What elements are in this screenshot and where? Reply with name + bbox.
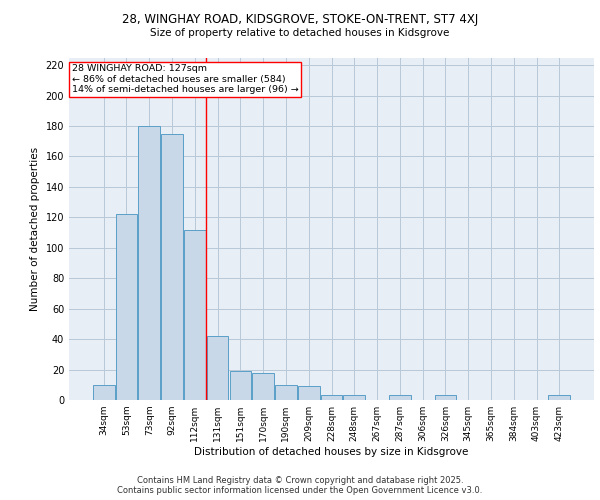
Bar bbox=[230, 371, 251, 400]
Bar bbox=[161, 134, 183, 400]
Bar bbox=[548, 396, 570, 400]
Bar bbox=[93, 385, 115, 400]
Text: 28 WINGHAY ROAD: 127sqm
← 86% of detached houses are smaller (584)
14% of semi-d: 28 WINGHAY ROAD: 127sqm ← 86% of detache… bbox=[71, 64, 298, 94]
Bar bbox=[253, 372, 274, 400]
Y-axis label: Number of detached properties: Number of detached properties bbox=[30, 146, 40, 311]
Text: 28, WINGHAY ROAD, KIDSGROVE, STOKE-ON-TRENT, ST7 4XJ: 28, WINGHAY ROAD, KIDSGROVE, STOKE-ON-TR… bbox=[122, 12, 478, 26]
Bar bbox=[139, 126, 160, 400]
Text: Size of property relative to detached houses in Kidsgrove: Size of property relative to detached ho… bbox=[151, 28, 449, 38]
Bar bbox=[207, 336, 229, 400]
Bar bbox=[320, 396, 343, 400]
Bar bbox=[434, 396, 456, 400]
Bar bbox=[184, 230, 206, 400]
Bar bbox=[275, 385, 297, 400]
Bar bbox=[343, 396, 365, 400]
Bar bbox=[298, 386, 320, 400]
Bar bbox=[389, 396, 410, 400]
X-axis label: Distribution of detached houses by size in Kidsgrove: Distribution of detached houses by size … bbox=[194, 447, 469, 457]
Bar bbox=[116, 214, 137, 400]
Text: Contains HM Land Registry data © Crown copyright and database right 2025.
Contai: Contains HM Land Registry data © Crown c… bbox=[118, 476, 482, 495]
